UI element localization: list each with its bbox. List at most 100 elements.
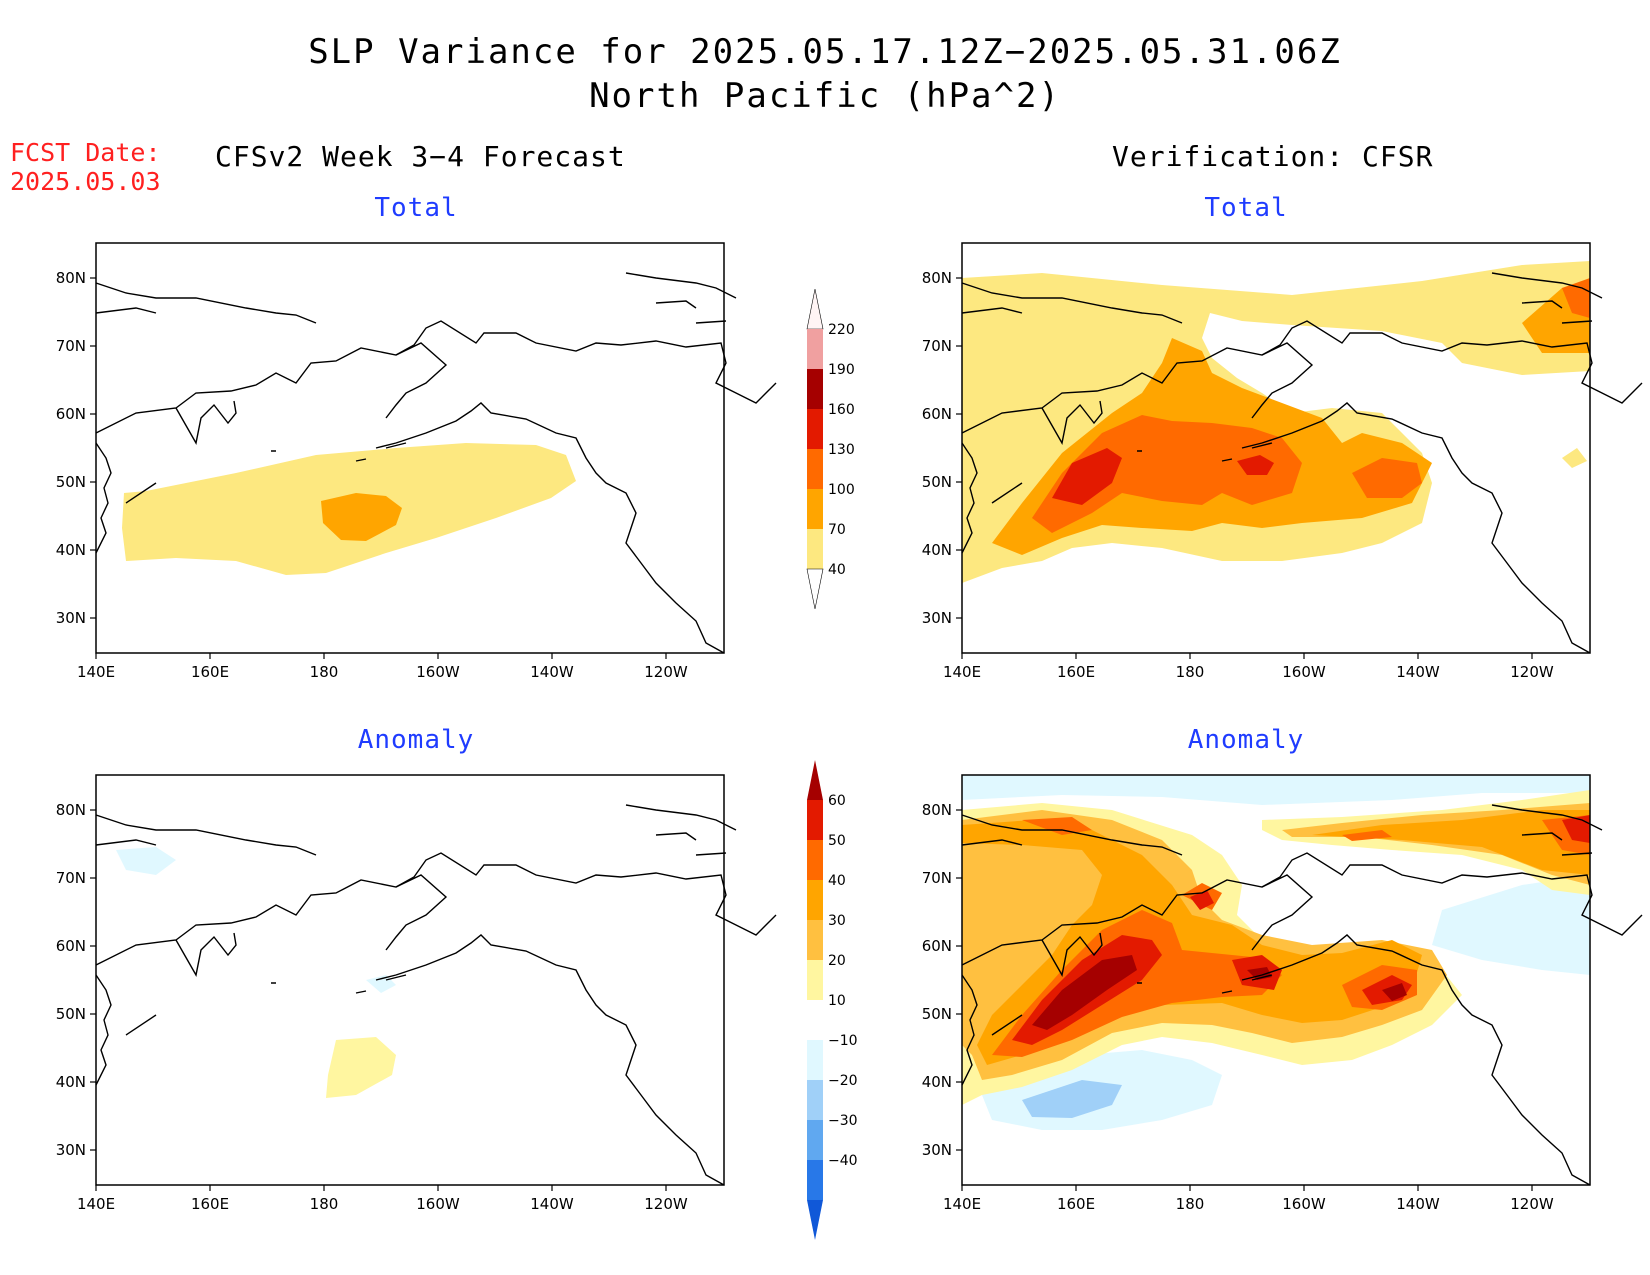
lat-tick-label: 80N	[56, 801, 86, 819]
colorbar-anomaly-top-triangle	[807, 760, 823, 800]
colorbar-anomaly-swatch	[807, 1160, 823, 1200]
axes-layer: 140E 160E 180 160W 140W 120W 80N 70N 60N 50N 40N 30…	[56, 269, 1554, 1213]
lat-tick-label: 40N	[922, 1073, 952, 1091]
verification-anomaly-label: Anomaly	[1187, 725, 1305, 755]
colorbar-anomaly-swatch	[807, 1000, 823, 1040]
lat-tick-label: 60N	[922, 937, 952, 955]
verification-total-panel	[961, 242, 1643, 654]
colorbar-anomaly-level-label: 20	[828, 953, 846, 969]
forecast-total-panel	[95, 242, 777, 654]
lon-tick-label: 160W	[1282, 663, 1326, 681]
forecast-anomaly-panel	[95, 774, 777, 1186]
lon-tick-label: 140E	[77, 663, 115, 681]
lat-tick-label: 80N	[922, 801, 952, 819]
lon-tick-label: 180	[310, 1195, 339, 1213]
colorbar-anomaly-level-label: 10	[828, 993, 846, 1009]
lon-tick-label: 160W	[416, 663, 460, 681]
colorbar-anomaly-swatch	[807, 1040, 823, 1080]
forecast-total-label: Total	[374, 193, 458, 223]
colorbar-anomaly-level-label: 40	[828, 873, 846, 889]
forecast-date-value: 2025.05.03	[10, 167, 161, 196]
lat-tick-label: 30N	[922, 1141, 952, 1159]
lon-tick-label: 140E	[77, 1195, 115, 1213]
colorbar-total-swatch	[807, 529, 823, 569]
lat-tick-label: 80N	[56, 269, 86, 287]
colorbar-anomaly-level-label: 30	[828, 913, 846, 929]
lat-tick-label: 30N	[56, 609, 86, 627]
main-subtitle: North Pacific (hPa^2)	[589, 76, 1061, 116]
colorbar-anomaly-level-label: 60	[828, 793, 846, 809]
lat-tick-label: 60N	[56, 405, 86, 423]
colorbar-anomaly-level-label: −40	[828, 1153, 858, 1169]
colorbar-total-level-label: 100	[828, 482, 855, 498]
lat-tick-label: 60N	[922, 405, 952, 423]
forecast-date-block: FCST Date: 2025.05.03	[10, 138, 161, 196]
lon-tick-label: 140W	[1396, 1195, 1440, 1213]
colorbar-total-level-label: 40	[828, 562, 846, 578]
lat-tick-label: 30N	[56, 1141, 86, 1159]
colorbar-anomaly-swatch	[807, 880, 823, 920]
colorbar-total-swatch	[807, 449, 823, 489]
colorbar-total-swatch	[807, 329, 823, 369]
colorbar-anomaly-bottom-triangle	[807, 1200, 823, 1240]
colorbar-anomaly-swatch	[807, 800, 823, 840]
lon-tick-label: 120W	[1510, 1195, 1554, 1213]
colorbar-total-level-label: 190	[828, 362, 855, 378]
lon-tick-label: 120W	[1510, 663, 1554, 681]
colorbar-anomaly-level-label: 50	[828, 833, 846, 849]
lat-tick-label: 50N	[922, 1005, 952, 1023]
colorbar-anomaly-swatch	[807, 920, 823, 960]
lon-tick-label: 160E	[191, 1195, 229, 1213]
lon-tick-label: 180	[1176, 1195, 1205, 1213]
main-title: SLP Variance for 2025.05.17.12Z−2025.05.…	[308, 32, 1342, 72]
colorbar-anomaly-level-label: −20	[828, 1073, 858, 1089]
lon-tick-label: 160W	[416, 1195, 460, 1213]
lon-tick-label: 140W	[1396, 663, 1440, 681]
colorbar-total-top-triangle	[806, 288, 824, 330]
colorbar-total-swatch	[807, 409, 823, 449]
verification-total-label: Total	[1204, 193, 1288, 223]
forecast-date-label: FCST Date:	[10, 138, 161, 167]
lon-tick-label: 180	[310, 663, 339, 681]
lon-tick-label: 180	[1176, 663, 1205, 681]
lon-tick-label: 140W	[530, 1195, 574, 1213]
lon-tick-label: 120W	[644, 663, 688, 681]
lat-tick-label: 70N	[56, 869, 86, 887]
colorbar-anomaly-level-label: −30	[828, 1113, 858, 1129]
lon-tick-label: 160E	[191, 663, 229, 681]
colorbar-total-bottom-triangle	[806, 568, 824, 610]
colorbar-anomaly-swatch	[807, 960, 823, 1000]
forecast-header: CFSv2 Week 3−4 Forecast	[215, 140, 626, 173]
lat-tick-label: 50N	[56, 473, 86, 491]
lat-tick-label: 40N	[922, 541, 952, 559]
lat-tick-label: 70N	[922, 869, 952, 887]
lon-tick-label: 160E	[1057, 1195, 1095, 1213]
colorbar-anomaly-swatch	[807, 840, 823, 880]
lon-tick-label: 140E	[943, 1195, 981, 1213]
verification-anomaly-panel	[961, 774, 1643, 1186]
lat-tick-label: 40N	[56, 541, 86, 559]
colorbar-total-level-label: 130	[828, 442, 855, 458]
lat-tick-label: 60N	[56, 937, 86, 955]
colorbar-total-level-label: 160	[828, 402, 855, 418]
colorbar-anomaly-level-label: −10	[828, 1033, 858, 1049]
colorbar-total-swatch	[807, 489, 823, 529]
lon-tick-label: 140W	[530, 663, 574, 681]
lon-tick-label: 160E	[1057, 663, 1095, 681]
lat-tick-label: 70N	[56, 337, 86, 355]
colorbar-anomaly-swatch	[807, 1120, 823, 1160]
lat-tick-label: 30N	[922, 609, 952, 627]
colorbar-total-swatch	[807, 369, 823, 409]
lat-tick-label: 70N	[922, 337, 952, 355]
lat-tick-label: 40N	[56, 1073, 86, 1091]
lat-tick-label: 50N	[922, 473, 952, 491]
colorbar-total-level-label: 220	[828, 322, 855, 338]
lon-tick-label: 140E	[943, 663, 981, 681]
colorbar-anomaly: 60 50 40 30 20 10 −10 −20 −30 −40	[807, 760, 858, 1240]
colorbar-anomaly-swatch	[807, 1080, 823, 1120]
lat-tick-label: 50N	[56, 1005, 86, 1023]
lon-tick-label: 160W	[1282, 1195, 1326, 1213]
colorbar-total: 40 70 100 130 160 190 220	[806, 288, 855, 610]
forecast-anomaly-label: Anomaly	[357, 725, 475, 755]
